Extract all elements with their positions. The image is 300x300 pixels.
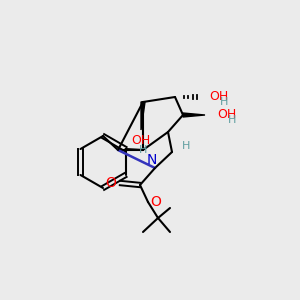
Text: H: H [139,145,147,155]
Polygon shape [141,102,145,130]
Text: O: O [151,195,161,209]
Text: OH: OH [217,109,236,122]
Text: N: N [147,153,157,167]
Text: H: H [182,141,190,151]
Text: H: H [220,97,228,107]
Polygon shape [183,113,205,117]
Text: OH: OH [209,91,228,103]
Text: OH: OH [131,134,151,146]
Text: H: H [228,115,236,125]
Text: O: O [106,176,116,190]
